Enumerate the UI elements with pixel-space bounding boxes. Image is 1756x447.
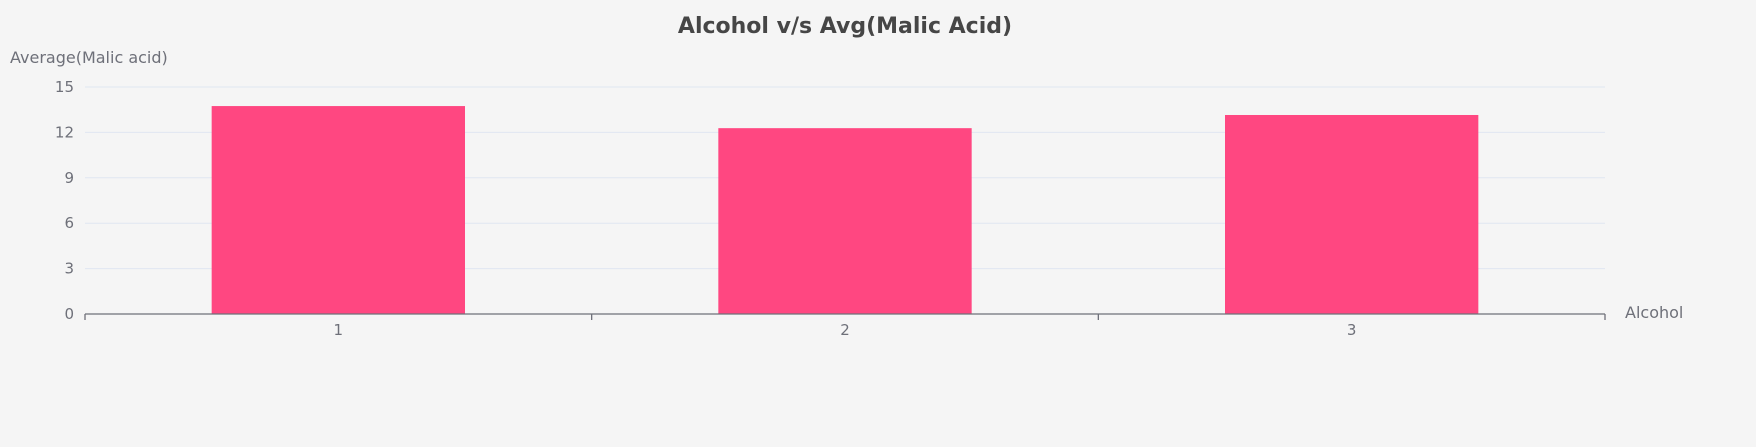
y-tick-label: 6 [64, 214, 74, 232]
x-tick-label: 2 [840, 321, 850, 339]
y-tick-labels: 0 3 6 9 12 15 [55, 78, 74, 323]
y-axis-label: Average(Malic acid) [10, 48, 168, 67]
bar-3 [1225, 114, 1479, 314]
bars [211, 106, 1479, 315]
y-tick-label: 15 [55, 78, 74, 96]
bar-1 [211, 106, 465, 315]
y-tick-label: 9 [64, 169, 74, 187]
x-axis [84, 313, 1606, 320]
x-tick-label: 3 [1347, 321, 1357, 339]
y-tick-label: 3 [64, 260, 74, 278]
x-tick-labels: 1 2 3 [334, 321, 1357, 339]
y-tick-label: 12 [55, 123, 74, 141]
chart-title: Alcohol v/s Avg(Malic Acid) [678, 14, 1012, 39]
x-axis-label: Alcohol [1625, 303, 1683, 322]
x-tick-label: 1 [334, 321, 344, 339]
y-tick-label: 0 [64, 305, 74, 323]
bar-2 [718, 128, 972, 314]
